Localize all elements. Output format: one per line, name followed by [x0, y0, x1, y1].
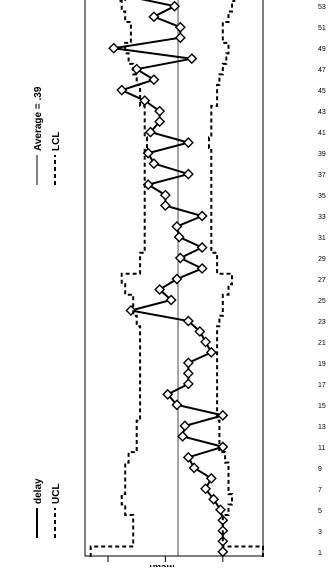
x-tick-label: 11 [318, 445, 325, 452]
x-tick-label: 47 [318, 67, 326, 74]
delay-point [198, 264, 207, 273]
x-tick-label: 3 [318, 529, 322, 536]
delay-point [172, 274, 181, 283]
x-tick-label: 5 [318, 508, 322, 515]
x-tick-label: 19 [318, 361, 326, 368]
x-tick-label: 53 [318, 4, 326, 11]
delay-point [184, 379, 193, 388]
x-tick-label: 35 [318, 193, 326, 200]
delay-point [176, 33, 185, 42]
x-tick-label: 15 [318, 403, 326, 410]
x-tick-label: 13 [318, 424, 326, 431]
x-tick-label: 41 [318, 130, 326, 137]
series-lcl-line [209, 0, 263, 557]
x-tick-label: 25 [318, 298, 326, 305]
delay-point [198, 212, 207, 221]
delay-point [201, 337, 210, 346]
delay-point [184, 358, 193, 367]
x-tick-label: 21 [318, 340, 326, 347]
delay-point [180, 421, 189, 430]
x-tick-label: 29 [318, 256, 326, 263]
legend: delay UCL Average = .39 LCL [33, 86, 62, 538]
delay-point [184, 138, 193, 147]
x-tick-label: 9 [318, 466, 322, 473]
delay-point [184, 453, 193, 462]
delay-point [161, 191, 170, 200]
x-tick-label: 49 [318, 46, 326, 53]
x-tick-label: 39 [318, 151, 326, 158]
legend-label: delay [33, 478, 44, 504]
delay-point [175, 233, 184, 242]
plot-area [91, 0, 263, 557]
x-tick-label: 27 [318, 277, 326, 284]
legend-label: LCL [51, 132, 62, 151]
legend-label: UCL [51, 483, 62, 504]
delay-point [190, 463, 199, 472]
delay-point [149, 75, 158, 84]
x-tick-label: 45 [318, 88, 326, 95]
legend-label: Average = .39 [33, 86, 44, 151]
x-tick-label: 37 [318, 172, 326, 179]
delay-point [149, 12, 158, 21]
series-ucl-line [91, 0, 147, 557]
delay-point [184, 170, 193, 179]
series-delay-line [114, 0, 223, 552]
delay-point [207, 348, 216, 357]
delay-point [184, 369, 193, 378]
x-tick-label: 43 [318, 109, 326, 116]
delay-point [149, 159, 158, 168]
delay-point [176, 23, 185, 32]
delay-point [161, 201, 170, 210]
delay-point [187, 54, 196, 63]
y-axis-label: Mean [149, 562, 175, 567]
x-tick-label: 7 [318, 487, 322, 494]
x-tick-label: 23 [318, 319, 326, 326]
x-tick-label: 51 [318, 25, 326, 32]
delay-point [109, 44, 118, 53]
x-tick-label: 33 [318, 214, 326, 221]
delay-point [218, 547, 227, 556]
delay-point [176, 254, 185, 263]
delay-point [218, 411, 227, 420]
delay-point [198, 243, 207, 252]
x-tick-label: 17 [318, 382, 326, 389]
x-tick-label: 1 [318, 550, 322, 557]
delay-point [207, 474, 216, 483]
delay-point [117, 86, 126, 95]
delay-point [172, 222, 181, 231]
delay-point [178, 432, 187, 441]
x-tick-label: 31 [318, 235, 326, 242]
